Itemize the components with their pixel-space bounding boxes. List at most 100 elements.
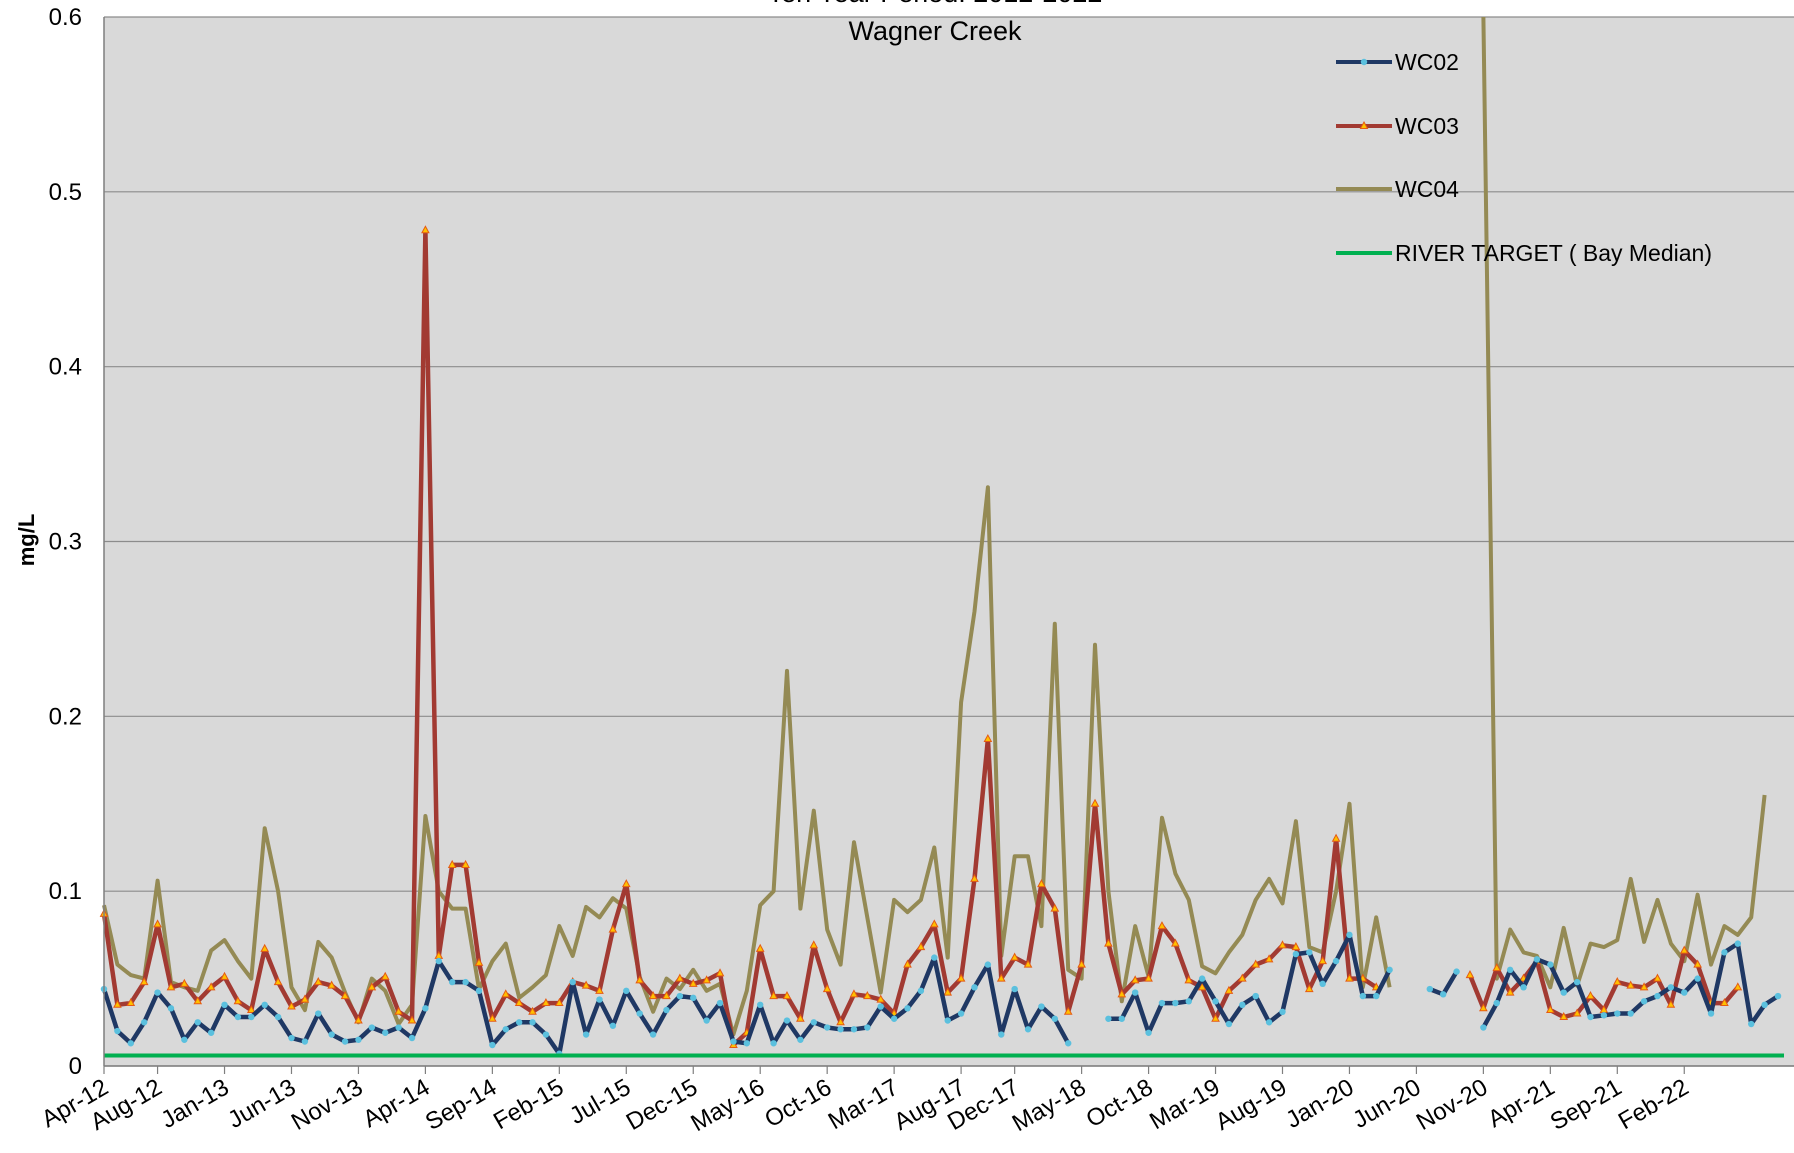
data-point xyxy=(194,1019,201,1026)
x-tick-label: Sep-21 xyxy=(1546,1074,1627,1136)
legend-item: WC03 xyxy=(1336,113,1459,139)
data-point xyxy=(1332,957,1340,965)
data-point xyxy=(154,989,161,996)
data-point xyxy=(114,1027,121,1035)
x-tick-label: Jun-20 xyxy=(1348,1074,1425,1134)
data-point xyxy=(541,998,551,1007)
data-point xyxy=(1667,984,1675,991)
data-point xyxy=(1318,956,1328,965)
x-tick-label: Aug-19 xyxy=(1211,1074,1292,1136)
y-tick-label: 0.5 xyxy=(49,179,82,206)
data-point xyxy=(929,919,939,928)
x-tick-label: Mar-19 xyxy=(1145,1074,1224,1135)
x-tick-labels: Apr-12Aug-12Jan-13Jun-13Nov-13Apr-14Sep-… xyxy=(37,1074,1693,1137)
data-point xyxy=(1291,942,1301,951)
data-point xyxy=(877,1003,884,1010)
data-point xyxy=(1024,1026,1032,1033)
data-point xyxy=(1533,956,1541,963)
data-point xyxy=(783,1017,791,1024)
data-point xyxy=(582,1031,590,1038)
data-point xyxy=(1065,1040,1072,1047)
data-point xyxy=(1666,999,1676,1008)
data-point xyxy=(140,1019,148,1026)
data-point xyxy=(837,1026,844,1033)
y-tick-label: 0.4 xyxy=(49,354,82,381)
data-point xyxy=(1505,987,1515,996)
data-point xyxy=(944,1017,951,1024)
data-point xyxy=(206,982,216,991)
chart-title: Ten Year Period: 2012-2022 xyxy=(768,0,1103,8)
x-tick-label: Oct-18 xyxy=(1082,1074,1158,1133)
data-point xyxy=(581,980,591,989)
legend-label: WC02 xyxy=(1395,49,1459,75)
data-point xyxy=(1279,1008,1286,1016)
data-point xyxy=(1546,1004,1555,1014)
data-point xyxy=(1197,982,1207,991)
data-point xyxy=(757,1001,764,1009)
data-point xyxy=(943,987,953,996)
data-point xyxy=(502,1026,509,1033)
data-point xyxy=(488,1013,497,1022)
data-point xyxy=(1560,989,1567,996)
data-point xyxy=(1721,949,1728,956)
data-point xyxy=(649,1031,657,1038)
data-point xyxy=(970,873,979,882)
data-point xyxy=(394,1006,403,1015)
data-point xyxy=(315,1010,322,1017)
data-point xyxy=(1225,1020,1233,1028)
data-point xyxy=(769,991,778,1000)
data-point xyxy=(703,1017,710,1024)
data-point xyxy=(1547,961,1554,968)
data-point xyxy=(181,1036,188,1043)
x-tick-label: Oct-16 xyxy=(760,1074,836,1133)
data-point xyxy=(1572,1008,1582,1017)
series-line xyxy=(102,16,1767,1037)
data-point xyxy=(1278,940,1287,949)
data-point xyxy=(1265,1019,1273,1026)
data-point xyxy=(1640,998,1648,1005)
data-point xyxy=(1520,984,1527,991)
data-point xyxy=(1707,1010,1715,1017)
data-point xyxy=(514,998,524,1007)
data-point xyxy=(246,1004,256,1014)
data-point xyxy=(1586,991,1595,1000)
legend-label: WC03 xyxy=(1395,113,1459,139)
data-point xyxy=(635,975,645,984)
data-point xyxy=(836,1017,845,1026)
data-point xyxy=(903,959,912,968)
data-point xyxy=(1733,982,1743,991)
data-point xyxy=(1626,980,1636,989)
legend-item: WC04 xyxy=(1336,176,1459,202)
y-tick-label: 0.6 xyxy=(49,4,82,31)
data-point xyxy=(648,991,658,1000)
data-point xyxy=(702,975,711,984)
data-point xyxy=(983,734,993,743)
data-point xyxy=(447,859,457,868)
data-point xyxy=(676,992,684,1000)
axes xyxy=(103,17,1794,1074)
y-tick-label: 0.2 xyxy=(49,703,82,730)
legend-label: RIVER TARGET ( Bay Median) xyxy=(1395,240,1712,266)
data-point xyxy=(221,1001,228,1009)
legend: WC02 WC03 WC04 RIVER TARGET ( Bay Median) xyxy=(1336,49,1712,266)
data-point xyxy=(1506,966,1514,974)
data-point xyxy=(1612,977,1622,986)
x-tick-label: May-18 xyxy=(1008,1074,1091,1137)
data-point xyxy=(864,1024,871,1031)
data-point xyxy=(1426,985,1434,993)
data-point xyxy=(1037,879,1046,888)
data-point xyxy=(489,1041,496,1049)
data-point xyxy=(675,973,685,982)
data-point xyxy=(126,998,136,1007)
data-point xyxy=(1145,1029,1152,1036)
data-point xyxy=(1157,921,1167,930)
x-tick-label: Nov-20 xyxy=(1412,1074,1493,1136)
data-point xyxy=(1131,989,1139,996)
data-point xyxy=(1023,959,1033,968)
data-point xyxy=(890,1015,898,1022)
data-point xyxy=(1172,999,1179,1007)
data-point xyxy=(688,978,698,987)
data-point xyxy=(971,984,978,991)
data-point xyxy=(354,1015,363,1024)
